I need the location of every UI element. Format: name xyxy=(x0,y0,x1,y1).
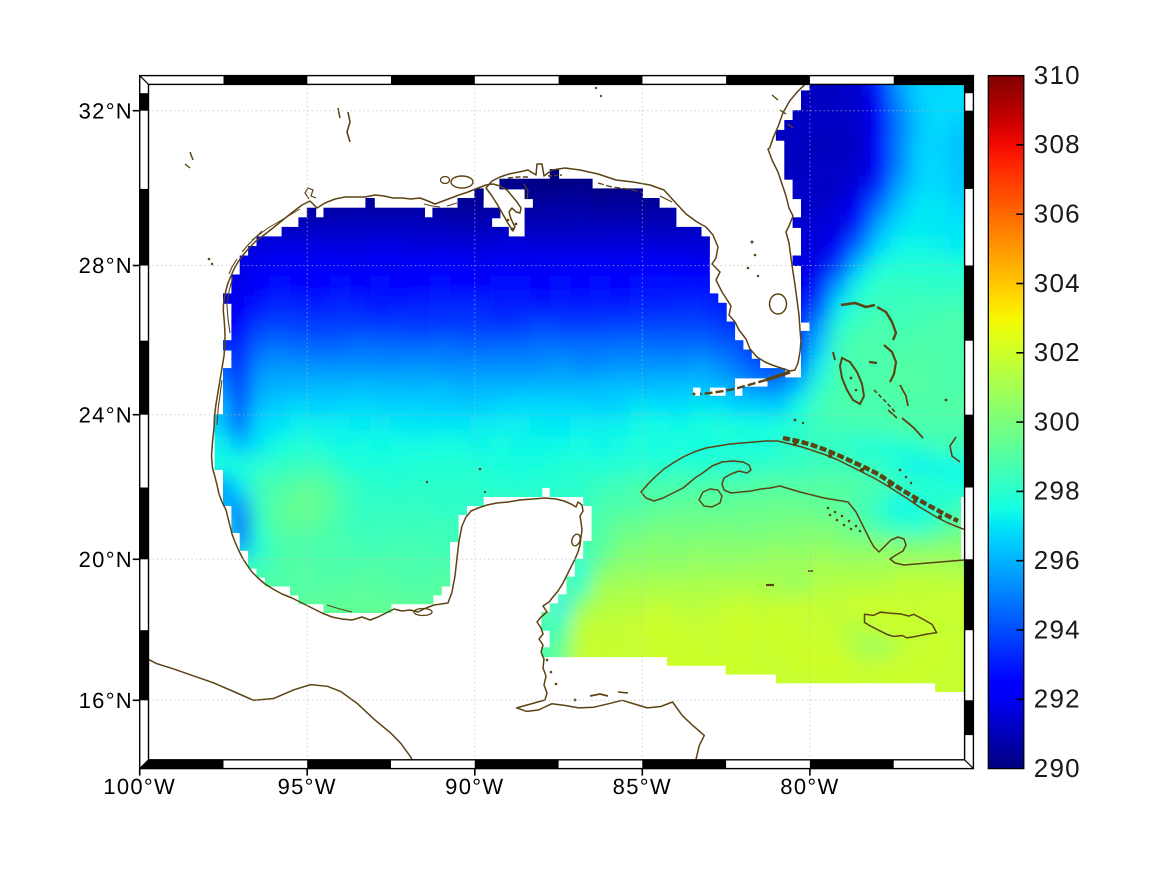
svg-text:24°N: 24°N xyxy=(79,402,133,427)
svg-text:95°W: 95°W xyxy=(278,774,337,799)
svg-text:90°W: 90°W xyxy=(445,774,504,799)
svg-text:32°N: 32°N xyxy=(79,98,133,123)
svg-text:16°N: 16°N xyxy=(79,688,133,713)
svg-text:298: 298 xyxy=(1034,476,1081,506)
svg-text:85°W: 85°W xyxy=(613,774,672,799)
svg-text:20°N: 20°N xyxy=(79,547,133,572)
svg-text:100°W: 100°W xyxy=(103,774,176,799)
svg-text:302: 302 xyxy=(1034,337,1081,367)
svg-text:300: 300 xyxy=(1034,406,1081,436)
svg-text:308: 308 xyxy=(1034,129,1081,159)
svg-text:292: 292 xyxy=(1034,684,1081,714)
svg-text:306: 306 xyxy=(1034,199,1081,229)
svg-text:296: 296 xyxy=(1034,545,1081,575)
svg-text:294: 294 xyxy=(1034,614,1081,644)
svg-text:304: 304 xyxy=(1034,268,1081,298)
svg-text:80°W: 80°W xyxy=(780,774,839,799)
svg-text:310: 310 xyxy=(1034,60,1081,90)
svg-text:28°N: 28°N xyxy=(79,253,133,278)
svg-text:290: 290 xyxy=(1034,753,1081,783)
